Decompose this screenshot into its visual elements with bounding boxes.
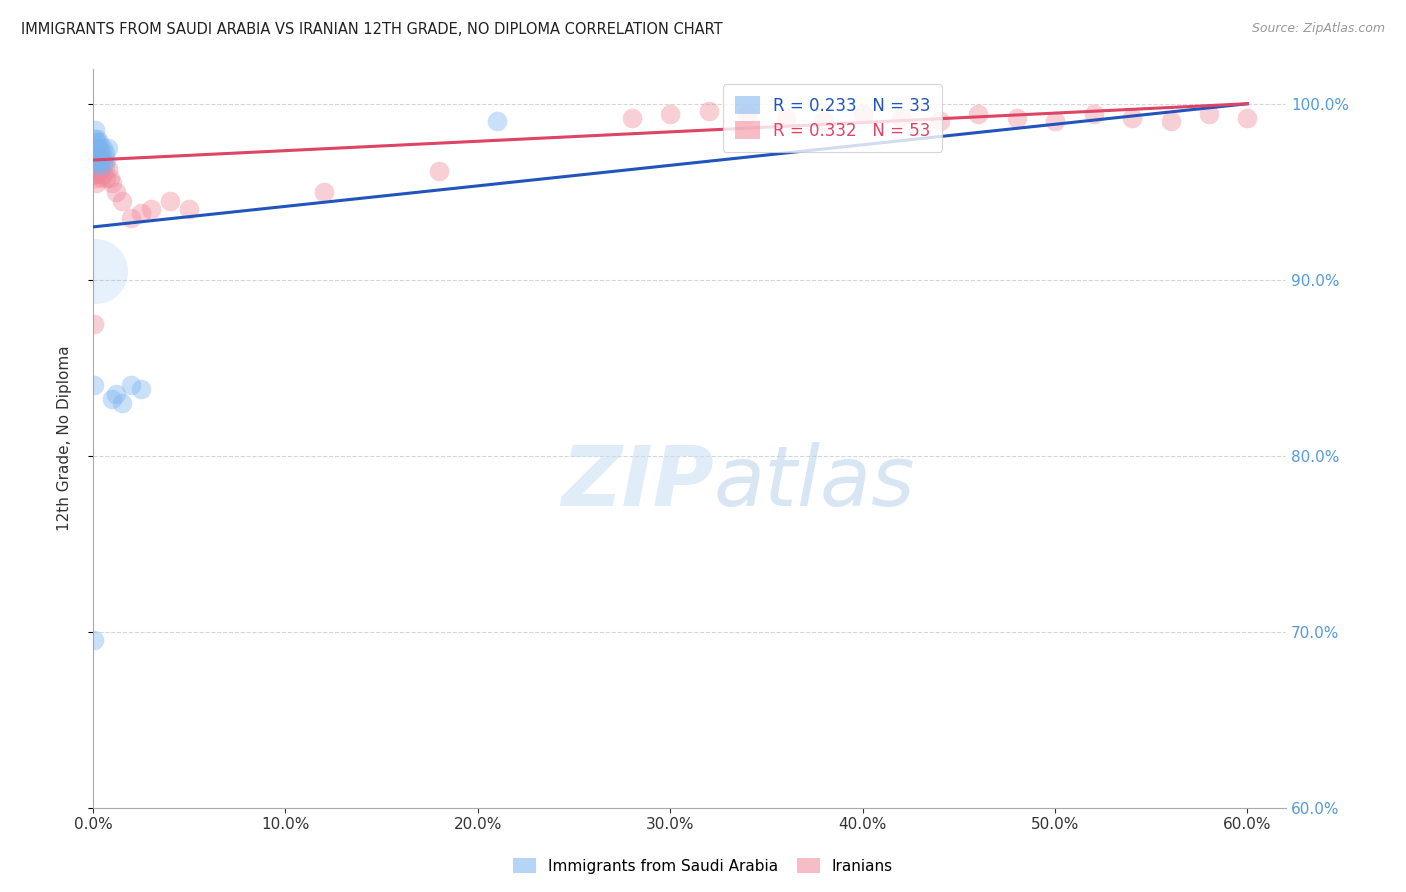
Point	[96, 153, 118, 167]
Point	[84, 167, 107, 181]
Point	[93, 146, 115, 161]
Point	[86, 158, 108, 172]
Point	[87, 149, 110, 163]
Point	[83, 378, 105, 392]
Point	[129, 382, 152, 396]
Point	[697, 103, 720, 118]
Point	[1043, 114, 1066, 128]
Point	[97, 161, 120, 176]
Point	[775, 111, 797, 125]
Point	[735, 107, 758, 121]
Point	[83, 149, 105, 163]
Point	[105, 387, 128, 401]
Point	[84, 149, 107, 163]
Point	[84, 158, 107, 172]
Point	[852, 107, 875, 121]
Point	[89, 153, 111, 167]
Point	[87, 153, 110, 167]
Point	[84, 141, 107, 155]
Point	[84, 149, 107, 163]
Text: Source: ZipAtlas.com: Source: ZipAtlas.com	[1251, 22, 1385, 36]
Point	[90, 153, 112, 167]
Point	[84, 132, 107, 146]
Point	[620, 111, 643, 125]
Point	[83, 141, 105, 155]
Point	[1236, 111, 1258, 125]
Point	[91, 158, 114, 172]
Point	[86, 132, 108, 146]
Point	[93, 158, 115, 172]
Point	[813, 114, 835, 128]
Text: ZIP: ZIP	[561, 442, 713, 523]
Point	[427, 163, 450, 178]
Point	[84, 158, 107, 172]
Point	[87, 136, 110, 150]
Point	[1160, 114, 1182, 128]
Point	[86, 136, 108, 150]
Point	[84, 146, 107, 161]
Point	[84, 141, 107, 155]
Point	[159, 194, 181, 208]
Point	[659, 107, 682, 121]
Point	[90, 146, 112, 161]
Point	[1005, 111, 1028, 125]
Point	[111, 396, 134, 410]
Point	[90, 161, 112, 176]
Point	[87, 141, 110, 155]
Point	[486, 114, 509, 128]
Point	[1083, 107, 1105, 121]
Point	[91, 167, 114, 181]
Point	[139, 202, 162, 217]
Point	[1121, 111, 1143, 125]
Point	[928, 114, 950, 128]
Point	[105, 185, 128, 199]
Point	[83, 170, 105, 185]
Point	[86, 146, 108, 161]
Point	[84, 264, 107, 278]
Point	[101, 392, 124, 407]
Text: atlas: atlas	[713, 442, 915, 523]
Point	[86, 153, 108, 167]
Point	[101, 176, 124, 190]
Point	[91, 153, 114, 167]
Point	[179, 202, 201, 217]
Point	[89, 141, 111, 155]
Point	[84, 123, 107, 137]
Point	[121, 211, 143, 226]
Point	[111, 194, 134, 208]
Point	[129, 206, 152, 220]
Point	[967, 107, 990, 121]
Point	[83, 633, 105, 648]
Point	[87, 146, 110, 161]
Point	[98, 170, 121, 185]
Point	[121, 378, 143, 392]
Point	[1198, 107, 1220, 121]
Legend: R = 0.233   N = 33, R = 0.332   N = 53: R = 0.233 N = 33, R = 0.332 N = 53	[723, 84, 942, 152]
Point	[312, 185, 335, 199]
Point	[86, 154, 108, 169]
Point	[84, 176, 107, 190]
Y-axis label: 12th Grade, No Diploma: 12th Grade, No Diploma	[58, 345, 72, 531]
Point	[890, 111, 912, 125]
Point	[83, 317, 105, 331]
Point	[86, 153, 108, 167]
Point	[84, 167, 107, 181]
Point	[87, 158, 110, 172]
Point	[87, 161, 110, 176]
Point	[87, 149, 110, 163]
Point	[90, 170, 112, 185]
Point	[84, 153, 107, 167]
Point	[97, 141, 120, 155]
Text: IMMIGRANTS FROM SAUDI ARABIA VS IRANIAN 12TH GRADE, NO DIPLOMA CORRELATION CHART: IMMIGRANTS FROM SAUDI ARABIA VS IRANIAN …	[21, 22, 723, 37]
Legend: Immigrants from Saudi Arabia, Iranians: Immigrants from Saudi Arabia, Iranians	[508, 852, 898, 880]
Point	[96, 170, 118, 185]
Point	[86, 167, 108, 181]
Point	[86, 158, 108, 172]
Point	[91, 141, 114, 155]
